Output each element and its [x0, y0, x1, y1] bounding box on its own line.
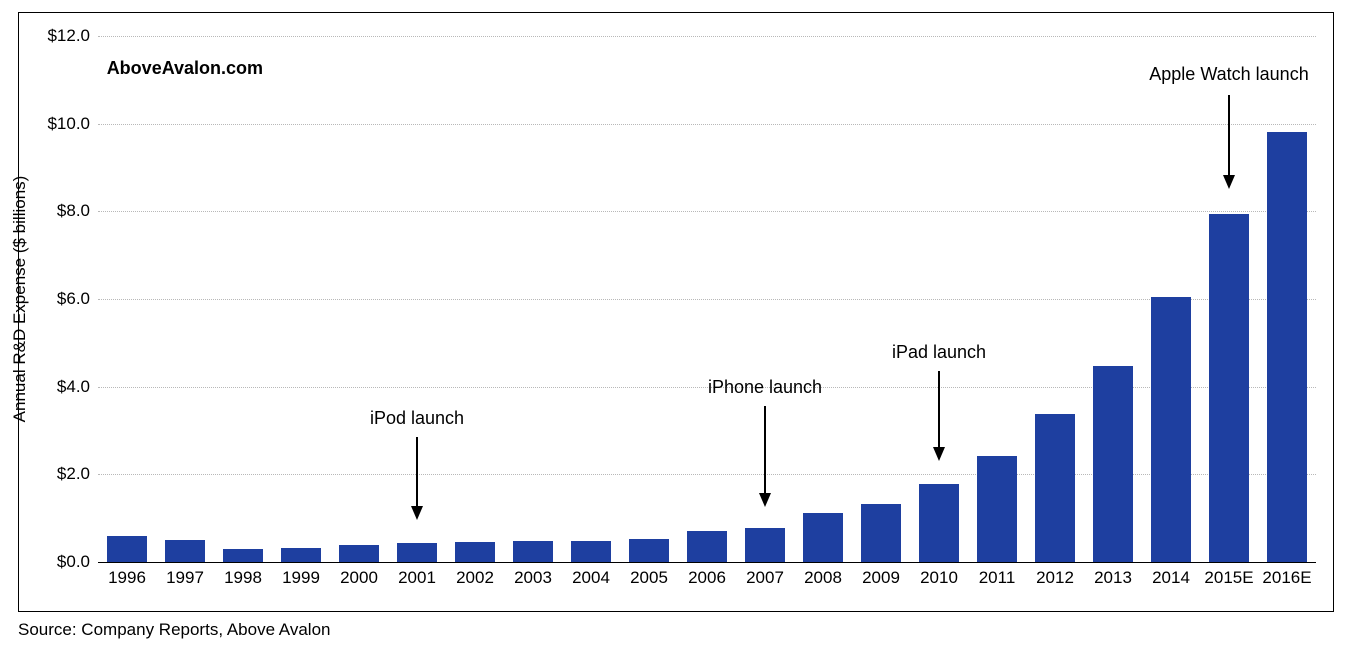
- annotation-label: iPod launch: [370, 408, 464, 429]
- x-tick-label: 2012: [1036, 568, 1074, 588]
- y-tick-label: $10.0: [36, 114, 90, 134]
- y-tick-label: $2.0: [36, 464, 90, 484]
- gridline: [98, 36, 1316, 37]
- x-tick-label: 2011: [979, 568, 1016, 588]
- bar: [1267, 132, 1308, 562]
- bar: [571, 541, 612, 562]
- bar: [919, 484, 960, 562]
- bar: [687, 531, 728, 562]
- x-tick-label: 2005: [630, 568, 668, 588]
- bar: [339, 545, 380, 562]
- x-tick-label: 2004: [572, 568, 610, 588]
- x-tick-label: 2010: [920, 568, 958, 588]
- x-tick-label: 2009: [862, 568, 900, 588]
- bar: [165, 540, 206, 562]
- bar: [513, 541, 554, 562]
- bar: [803, 513, 844, 562]
- gridline: [98, 211, 1316, 212]
- source-note: Source: Company Reports, Above Avalon: [18, 620, 330, 640]
- gridline: [98, 299, 1316, 300]
- x-tick-label: 2016E: [1262, 568, 1311, 588]
- x-tick-label: 1996: [108, 568, 146, 588]
- x-tick-label: 2013: [1094, 568, 1132, 588]
- bar: [281, 548, 322, 562]
- annotation-label: iPhone launch: [708, 377, 822, 398]
- plot-area: iPod launch iPhone launch iPad launch Apple…: [98, 36, 1316, 562]
- x-tick-label: 2000: [340, 568, 378, 588]
- gridline: [98, 474, 1316, 475]
- bar: [223, 549, 264, 562]
- bar: [745, 528, 786, 562]
- y-tick-label: $12.0: [36, 26, 90, 46]
- annotation-label: Apple Watch launch: [1149, 64, 1308, 85]
- x-tick-label: 2015E: [1204, 568, 1253, 588]
- x-tick-label: 2003: [514, 568, 552, 588]
- bar: [977, 456, 1018, 563]
- bar: [861, 504, 902, 562]
- x-tick-label: 2014: [1152, 568, 1190, 588]
- gridline: [98, 124, 1316, 125]
- y-tick-label: $4.0: [36, 377, 90, 397]
- x-tick-label: 1999: [282, 568, 320, 588]
- bar: [107, 536, 148, 562]
- x-tick-label: 1998: [224, 568, 262, 588]
- x-tick-label: 2008: [804, 568, 842, 588]
- x-axis-baseline: [98, 562, 1316, 563]
- x-tick-label: 2006: [688, 568, 726, 588]
- bar: [1093, 366, 1134, 562]
- x-tick-label: 2002: [456, 568, 494, 588]
- bar: [455, 542, 496, 562]
- chart-wrapper: iPod launch iPhone launch iPad launch Apple…: [0, 0, 1354, 650]
- y-tick-label: $0.0: [36, 552, 90, 572]
- y-tick-label: $6.0: [36, 289, 90, 309]
- annotation-label: iPad launch: [892, 342, 986, 363]
- bar: [629, 539, 670, 562]
- x-tick-label: 2007: [746, 568, 784, 588]
- bar: [397, 543, 438, 562]
- y-tick-label: $8.0: [36, 201, 90, 221]
- bar: [1151, 297, 1192, 562]
- x-tick-label: 1997: [166, 568, 204, 588]
- y-axis-title: Annual R&D Expense ($ billions): [10, 176, 30, 423]
- bar: [1035, 414, 1076, 562]
- bar: [1209, 214, 1250, 562]
- x-tick-label: 2001: [398, 568, 436, 588]
- watermark-label: AboveAvalon.com: [107, 58, 263, 79]
